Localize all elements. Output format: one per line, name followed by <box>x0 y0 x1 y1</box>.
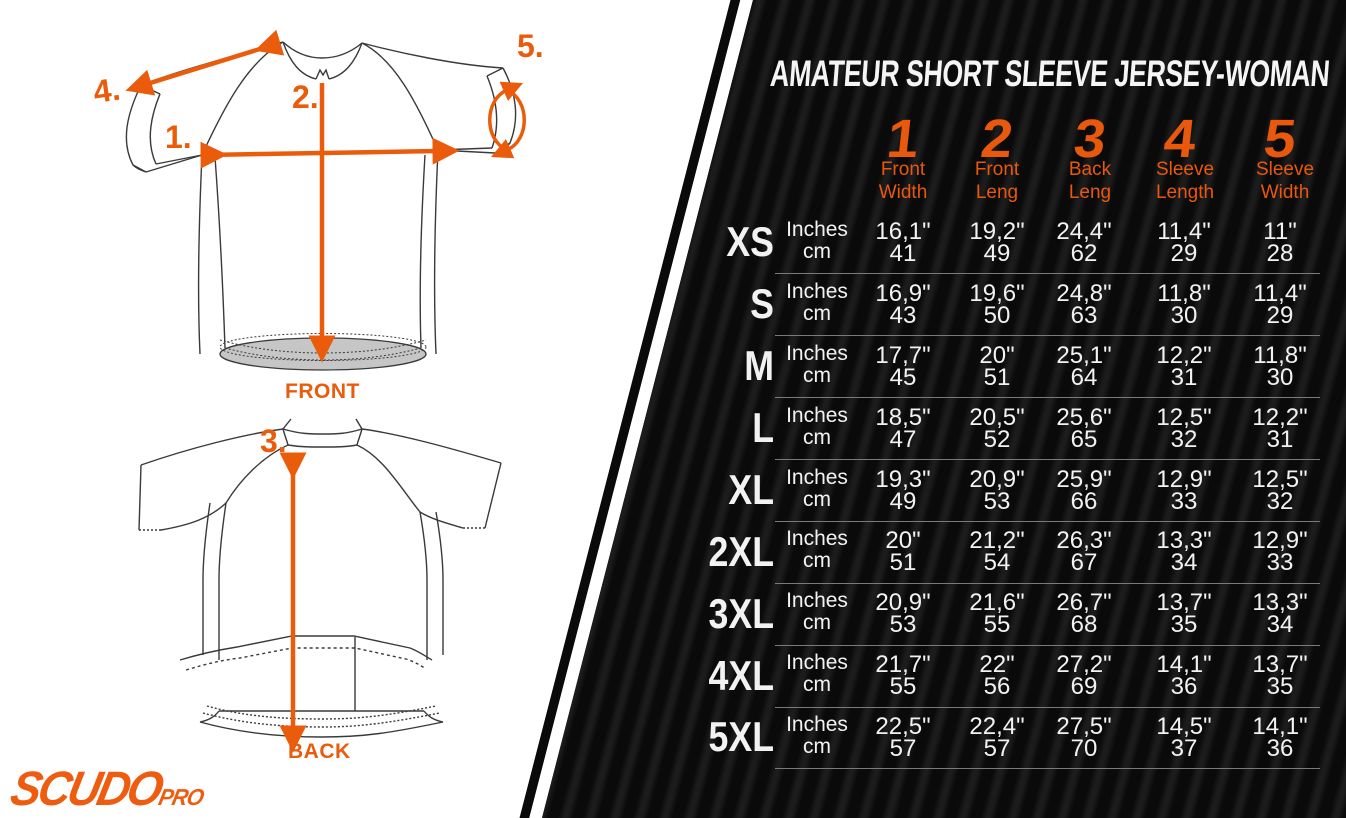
svg-text:BACK: BACK <box>288 740 351 763</box>
svg-text:3.: 3. <box>260 423 287 459</box>
svg-text:5.: 5. <box>517 28 544 64</box>
svg-text:2.: 2. <box>292 79 319 115</box>
svg-text:FRONT: FRONT <box>285 380 360 403</box>
svg-text:1.: 1. <box>165 119 192 155</box>
svg-text:4.: 4. <box>91 71 122 110</box>
